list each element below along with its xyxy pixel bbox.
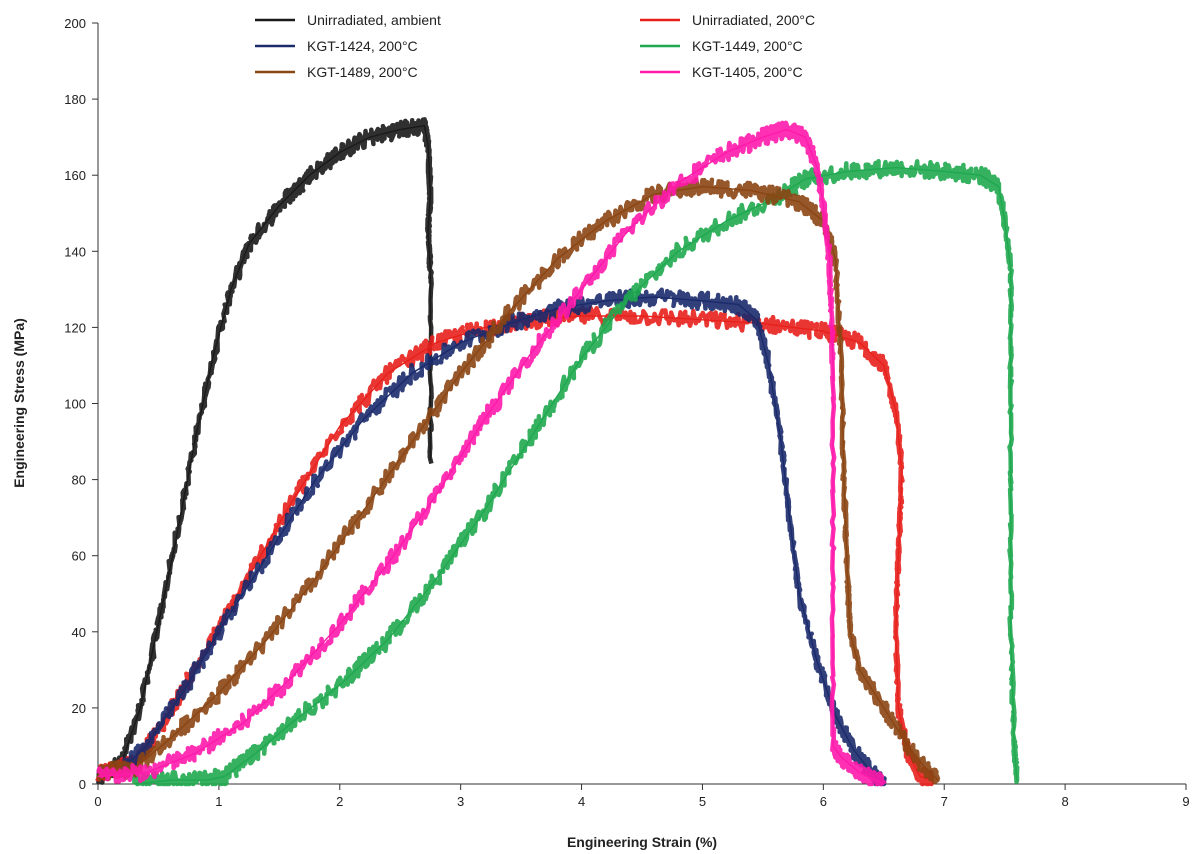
x-tick-label: 8 <box>1061 794 1068 809</box>
series-line-band <box>96 177 941 785</box>
legend-label: Unirradiated, 200°C <box>692 12 815 28</box>
legend-label: KGT-1489, 200°C <box>307 64 418 80</box>
y-tick-label: 60 <box>72 549 86 564</box>
y-tick-label: 80 <box>72 473 86 488</box>
axes: 0 1 2 3 4 5 6 7 8 9 0 20 40 60 80 100 120 140 160 180 200 <box>64 16 1189 809</box>
y-tick-label: 180 <box>64 92 86 107</box>
x-tick-label: 4 <box>578 794 585 809</box>
series-line <box>97 185 939 781</box>
legend-label: Unirradiated, ambient <box>307 12 441 28</box>
y-tick-label: 160 <box>64 168 86 183</box>
series-line <box>134 166 1018 785</box>
legend-label: KGT-1405, 200°C <box>692 64 803 80</box>
series-line-band <box>119 287 887 787</box>
series-line <box>97 128 885 785</box>
series-line <box>121 296 885 785</box>
series-line-band <box>95 305 935 787</box>
series-line <box>97 315 933 781</box>
x-tick-label: 9 <box>1182 794 1189 809</box>
x-tick-label: 2 <box>336 794 343 809</box>
x-tick-label: 1 <box>215 794 222 809</box>
x-tick-label: 5 <box>699 794 706 809</box>
legend: Unirradiated, ambient Unirradiated, 200°C… <box>255 12 815 80</box>
y-tick-label: 120 <box>64 320 86 335</box>
series-line-band <box>131 158 1020 787</box>
legend-label: KGT-1424, 200°C <box>307 38 418 54</box>
plot-area <box>95 117 1020 787</box>
x-axis-title: Engineering Strain (%) <box>567 834 717 850</box>
x-tick-label: 7 <box>941 794 948 809</box>
y-tick-label: 40 <box>72 625 86 640</box>
series-line-band <box>96 117 434 785</box>
x-tick-label: 0 <box>94 794 101 809</box>
y-tick-label: 140 <box>64 244 86 259</box>
y-tick-label: 200 <box>64 16 86 31</box>
series-line-band <box>96 120 887 787</box>
x-tick-label: 3 <box>457 794 464 809</box>
y-tick-label: 0 <box>79 777 86 792</box>
legend-label: KGT-1449, 200°C <box>692 38 803 54</box>
y-axis-title: Engineering Stress (MPa) <box>11 318 27 488</box>
x-tick-label: 6 <box>820 794 827 809</box>
y-tick-label: 100 <box>64 397 86 412</box>
y-tick-label: 20 <box>72 701 86 716</box>
series-line <box>97 124 432 781</box>
